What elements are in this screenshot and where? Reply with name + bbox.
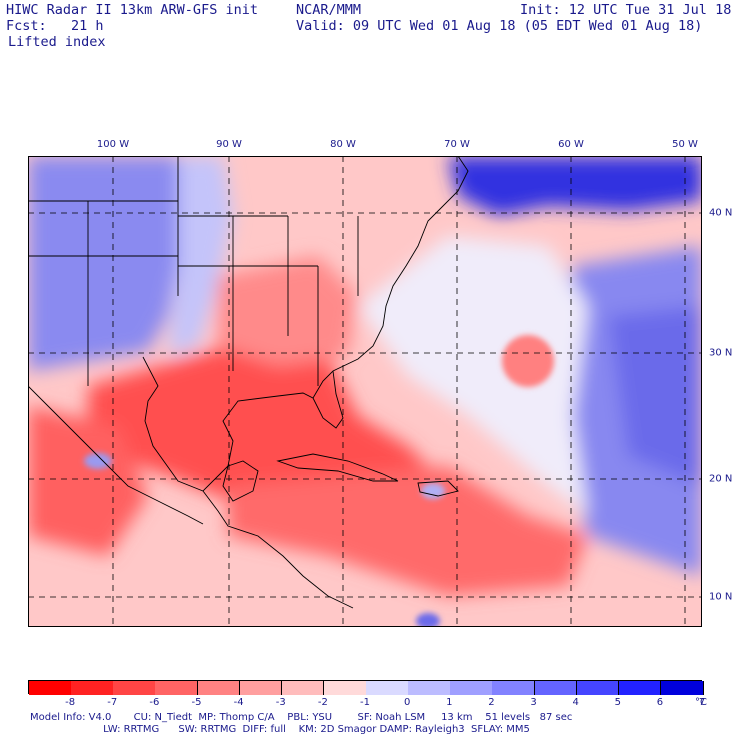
coastlines [28,156,469,609]
neutral-atlantic-band [358,236,588,516]
colorbar-tick-label: 5 [614,697,621,708]
institution-label: NCAR/MMM [296,2,362,18]
colorbar-tick-label: -4 [233,697,244,708]
colorbar-segment [155,681,198,695]
stable-region-west [28,156,188,371]
forecast-hour: Fcst: 21 h [6,18,104,34]
stable-region-northeast [448,156,702,216]
stable-cell-south [416,613,440,627]
lat-label-20n: 20 N [709,473,733,485]
colorbar-segment [281,681,325,695]
stable-region-west-light [168,156,233,356]
colorbar-tick-label: -7 [107,697,118,708]
lon-label-100w: 100 W [96,139,130,150]
colorbar-unit: °C [695,697,707,708]
unstable-caribbean [228,466,588,596]
stable-region-atlantic-deep [608,306,702,486]
colorbar-tick-label: 2 [488,697,495,708]
colorbar-tick-label: 1 [446,697,453,708]
unstable-pacific [28,406,148,556]
colorbar-segment [197,681,241,695]
model-title: HIWC Radar II 13km ARW-GFS init [6,2,258,18]
map-frame [28,156,702,627]
lat-label-10n: 10 N [709,591,733,603]
colorbar-segment [450,681,493,695]
colorbar-tick-label: -6 [149,697,160,708]
colorbar-tick-label: -1 [360,697,370,708]
init-time: Init: 12 UTC Tue 31 Jul 18 [520,2,732,18]
colorbar-segment [239,681,283,695]
colorbar-tick-label: 0 [403,697,411,708]
colorbar-tick-label: 3 [530,697,537,708]
colorbar-tick-label: 4 [572,697,579,708]
stable-cell-hispaniola [421,483,445,499]
lat-label-30n: 30 N [709,347,733,359]
colorbar-tick-label: -8 [65,697,76,708]
colorbar-segment [576,681,620,695]
field-name: Lifted index [8,34,106,50]
lifted-index-map [28,156,702,627]
colorbar-segment [408,681,451,695]
lon-label-90w: 90 W [216,139,242,150]
colorbar-segment [534,681,578,695]
valid-time: Valid: 09 UTC Wed 01 Aug 18 (05 EDT Wed … [296,18,703,34]
colorbar-tick-label: -3 [275,697,286,708]
stable-cell-pacific [84,453,112,469]
lat-label-40n: 40 N [709,207,733,219]
colorbar-segment [492,681,535,695]
colorbar-tick-label: 6 [656,697,664,708]
model-info-line2: LW: RRTMG SW: RRTMG DIFF: full KM: 2D Sm… [30,724,530,735]
unstable-cell-atlantic [502,335,554,387]
colorbar-segment [71,681,114,695]
colorbar-segment [29,681,72,695]
colorbar-tick-label: -5 [191,697,202,708]
colorbar-segment [323,681,367,695]
colorbar-segment [366,681,409,695]
lon-label-80w: 80 W [330,139,356,150]
colorbar-segment [113,681,156,695]
lon-label-70w: 70 W [444,139,470,150]
colorbar-segment [618,681,662,695]
lon-label-60w: 60 W [558,139,584,150]
model-info-line1: Model Info: V4.0 CU: N_Tiedt MP: Thomp C… [30,712,573,723]
graticule [28,156,702,627]
colorbar-tick-label: -2 [317,697,328,708]
colorbar-segment [660,681,704,695]
colorbar [28,680,704,695]
colorbar-tick-label: 7 [698,697,706,708]
lon-label-50w: 50 W [672,139,698,150]
